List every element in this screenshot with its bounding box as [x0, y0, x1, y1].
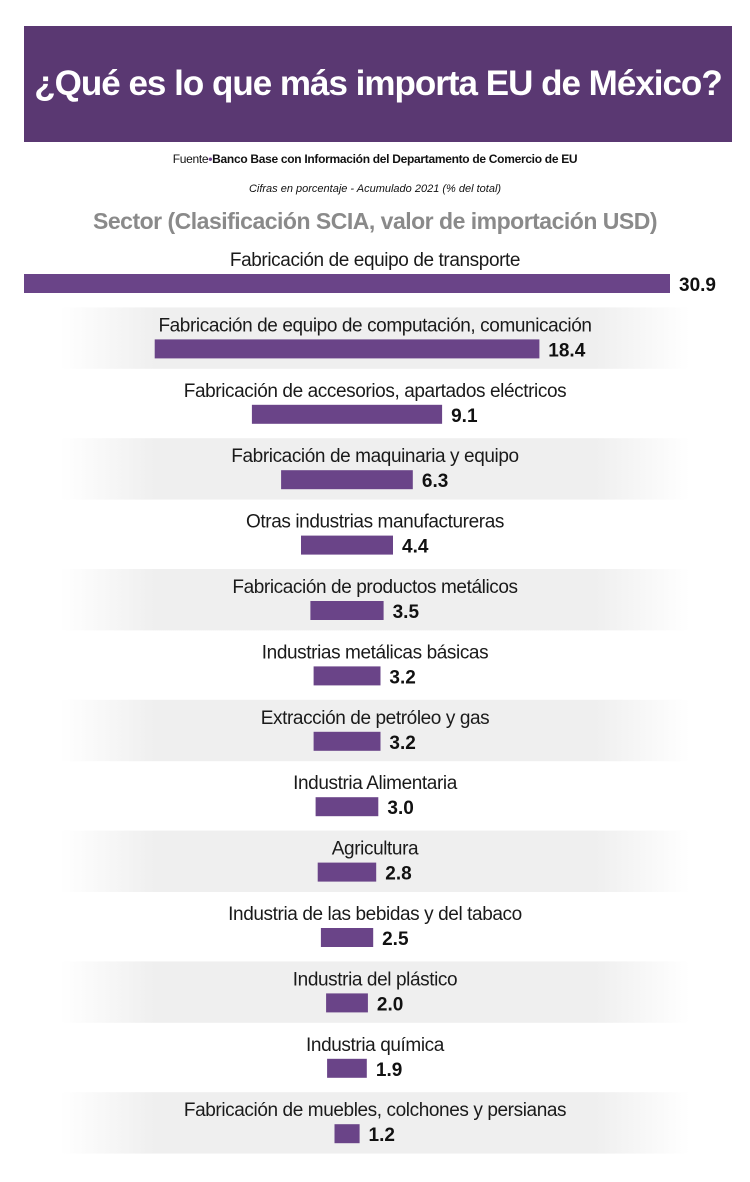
category-label: Fabricación de muebles, colchones y pers…	[184, 1100, 566, 1121]
source-text: Banco Base con Información del Departame…	[212, 152, 578, 166]
value-label: 4.4	[402, 537, 429, 558]
row-band	[60, 699, 690, 762]
bar	[326, 993, 368, 1013]
category-label: Industria de las bebidas y del tabaco	[228, 904, 522, 925]
page-title: ¿Qué es lo que más importa EU de México?	[34, 64, 722, 103]
bullet-icon: •	[208, 152, 213, 166]
value-label: 9.1	[451, 406, 478, 427]
value-label: 3.2	[389, 667, 415, 688]
bar	[313, 666, 381, 686]
bar	[281, 470, 413, 490]
category-label: Industria química	[306, 1035, 445, 1056]
row-band	[60, 961, 690, 1023]
source-line: Fuente•Banco Base con Información del De…	[0, 152, 750, 166]
bar	[313, 731, 381, 751]
units-note: Cifras en porcentaje - Acumulado 2021 (%…	[248, 183, 502, 195]
title-banner: ¿Qué es lo que más importa EU de México?	[24, 26, 732, 142]
row-band	[60, 307, 690, 369]
category-label: Extracción de petróleo y gas	[261, 708, 490, 729]
source-prefix: Fuente	[172, 152, 209, 166]
category-label: Otras industrias manufactureras	[246, 512, 504, 533]
value-label: 1.9	[376, 1060, 402, 1081]
bar	[251, 404, 443, 424]
value-label: 2.8	[385, 864, 411, 885]
bar	[154, 339, 540, 359]
value-label: 3.5	[393, 602, 420, 623]
value-label: 18.4	[548, 340, 585, 361]
category-label: Industria Alimentaria	[293, 773, 458, 794]
value-label: 1.2	[369, 1125, 395, 1146]
bar	[315, 797, 379, 817]
bar	[301, 535, 393, 555]
row-band	[60, 1092, 690, 1154]
category-label: Industrias metálicas básicas	[262, 642, 488, 663]
row-band	[60, 569, 690, 631]
bar	[310, 601, 384, 620]
row-band	[60, 830, 690, 892]
bar	[24, 274, 670, 293]
value-label: 6.3	[422, 471, 448, 492]
row-band	[60, 438, 690, 500]
value-label: 3.0	[387, 798, 413, 819]
value-label: 30.9	[679, 275, 716, 296]
chart-title: Sector (Clasificación SCIA, valor de imp…	[93, 208, 657, 234]
value-label: 3.2	[389, 733, 415, 754]
category-label: Fabricación de equipo de computación, co…	[158, 315, 591, 336]
category-label: Industria del plástico	[293, 969, 457, 990]
category-label: Fabricación de accesorios, apartados elé…	[184, 381, 567, 402]
value-label: 2.5	[382, 929, 409, 950]
value-label: 2.0	[377, 994, 403, 1015]
bar	[320, 928, 374, 947]
category-label: Fabricación de productos metálicos	[232, 577, 517, 598]
bar	[334, 1124, 360, 1144]
bar	[317, 862, 377, 882]
bar	[327, 1058, 367, 1078]
category-label: Fabricación de maquinaria y equipo	[231, 446, 518, 467]
category-label: Fabricación de equipo de transporte	[230, 250, 520, 271]
category-label: Agricultura	[332, 839, 419, 860]
